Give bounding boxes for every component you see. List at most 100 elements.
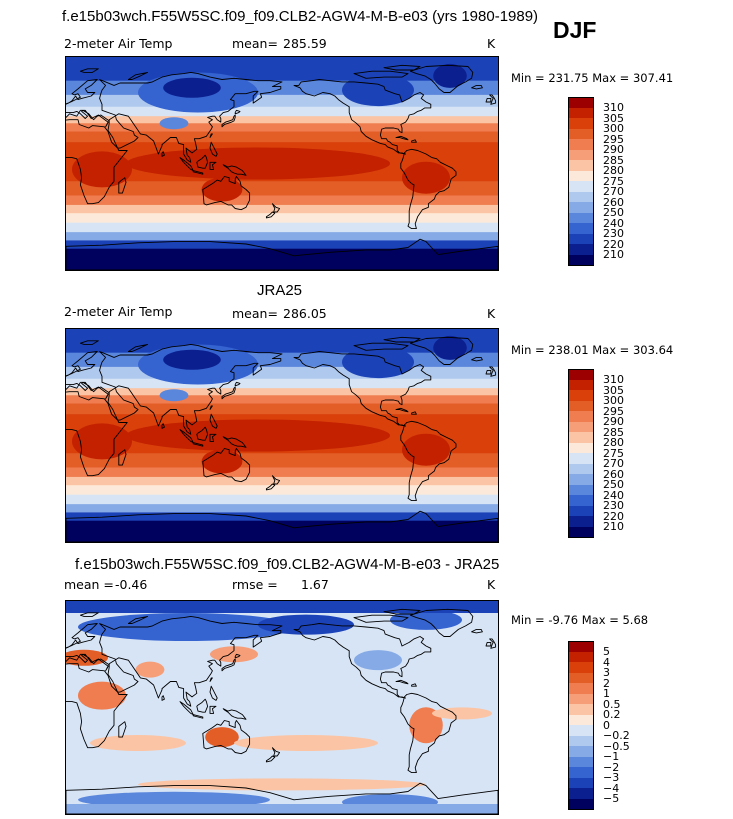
colorbar-tick-label: 3 xyxy=(603,666,610,679)
colorbar-swatch xyxy=(568,149,594,161)
coastline xyxy=(196,698,209,713)
temperature-band xyxy=(66,181,498,196)
colorbar-swatch xyxy=(568,693,594,705)
colorbar-swatch xyxy=(568,379,594,391)
difference-blob xyxy=(258,614,354,635)
colorbar-swatch xyxy=(568,432,594,443)
coastline xyxy=(471,628,483,634)
temperature-band xyxy=(66,494,498,505)
coastline xyxy=(353,70,409,79)
colorbar-swatch xyxy=(568,442,594,454)
coastline xyxy=(66,351,110,400)
colorbar-tick-label: 305 xyxy=(603,383,624,397)
panel3-rmse-label: rmse = xyxy=(232,577,278,592)
colorbar-tick-label: −0.5 xyxy=(603,739,630,753)
coastline xyxy=(209,677,213,682)
coastline xyxy=(118,449,127,466)
colorbar-tick-label: 240 xyxy=(603,216,624,230)
arctic-difference xyxy=(66,601,498,613)
difference-blob xyxy=(409,707,443,744)
colorbar-swatch xyxy=(568,411,594,422)
temperature-band xyxy=(66,453,498,468)
colorbar-tick-label: −3 xyxy=(603,771,620,784)
colorbar-swatch xyxy=(568,181,594,192)
coastline xyxy=(202,720,251,755)
cold-region xyxy=(163,77,221,98)
colorbar-swatch xyxy=(568,97,594,108)
colorbar-tick-label: 250 xyxy=(603,478,624,491)
temperature-band xyxy=(66,485,498,496)
coastline xyxy=(127,615,149,624)
cold-region xyxy=(163,349,221,370)
panel2-units: K xyxy=(487,306,496,321)
panel1-mean-label: mean= xyxy=(232,36,278,51)
colorbar-tick-label: 270 xyxy=(603,457,624,470)
panel3-heading: f.e15b03wch.F55W5SC.f09_f09.CLB2-AGW4-M-… xyxy=(75,556,500,573)
colorbar-tick-label: −4 xyxy=(603,781,620,795)
coastline xyxy=(202,448,251,483)
difference-blob xyxy=(138,778,426,791)
coastline xyxy=(99,343,283,435)
coastline xyxy=(293,623,432,699)
difference-blob xyxy=(390,609,462,630)
panel2-variable-label: 2-meter Air Temp xyxy=(64,304,173,319)
colorbar-swatch xyxy=(568,495,594,506)
coastline xyxy=(179,429,194,444)
tibet-cold xyxy=(159,389,189,402)
antarctic-difference xyxy=(66,804,498,814)
coastline xyxy=(411,411,417,415)
colorbar-tick-label: 230 xyxy=(603,499,624,512)
colorbar-tick-label: 295 xyxy=(603,132,624,146)
colorbar-tick-label: 285 xyxy=(603,425,624,439)
colorbar-tick-label: 210 xyxy=(603,520,624,533)
colorbar-tick-label: 250 xyxy=(603,206,624,219)
cold-region xyxy=(433,335,467,360)
colorbar-tick-label: 310 xyxy=(603,101,624,114)
coastline xyxy=(209,413,218,429)
coastlines xyxy=(66,608,498,814)
coastline xyxy=(66,623,110,672)
coastline xyxy=(196,154,209,169)
coastline xyxy=(221,114,236,128)
warm-region xyxy=(201,177,243,202)
coastline xyxy=(127,343,149,352)
coastline xyxy=(209,405,213,410)
coastline xyxy=(209,685,218,701)
coastline xyxy=(192,714,204,719)
colorbar-tick-label: −5 xyxy=(603,792,620,805)
antarctic-cold xyxy=(66,248,498,270)
coastline xyxy=(221,658,236,672)
colorbar-tick-label: 275 xyxy=(603,446,624,460)
temperature-band xyxy=(66,403,498,415)
colorbar-tick-label: 290 xyxy=(603,415,624,428)
colorbar-swatch xyxy=(568,725,594,736)
colorbar-tick-label: 290 xyxy=(603,143,624,156)
colorbar-tick-label: 300 xyxy=(603,122,624,135)
colorbar-tick-label: 230 xyxy=(603,227,624,240)
coastline xyxy=(99,615,283,707)
coastline xyxy=(66,782,498,814)
colorbar-swatch xyxy=(568,128,594,140)
temperature-band xyxy=(66,504,498,513)
antarctic-cold xyxy=(66,520,498,542)
coastline xyxy=(99,71,283,163)
coastlines xyxy=(66,336,498,542)
coastline xyxy=(161,151,165,157)
colorbar-swatch xyxy=(568,118,594,129)
temperature-band xyxy=(66,366,498,380)
colorbar-tick-label: 220 xyxy=(603,237,624,251)
temperature-band xyxy=(66,388,498,396)
coastline xyxy=(395,679,409,685)
temperature-band xyxy=(66,195,498,206)
coastline xyxy=(265,755,276,763)
panel3-rmse-value: 1.67 xyxy=(301,577,329,592)
coastline xyxy=(234,109,241,115)
coastline xyxy=(79,612,99,617)
colorbar-tick-label: 220 xyxy=(603,509,624,523)
colorbar-swatch xyxy=(568,746,594,757)
colorbar-tick-label: 2 xyxy=(603,676,610,690)
panel1-minmax: Min = 231.75 Max = 307.41 xyxy=(511,71,674,85)
coastline xyxy=(234,381,241,387)
temperature-band xyxy=(66,94,498,108)
colorbar-tick-label: 0 xyxy=(603,718,610,732)
